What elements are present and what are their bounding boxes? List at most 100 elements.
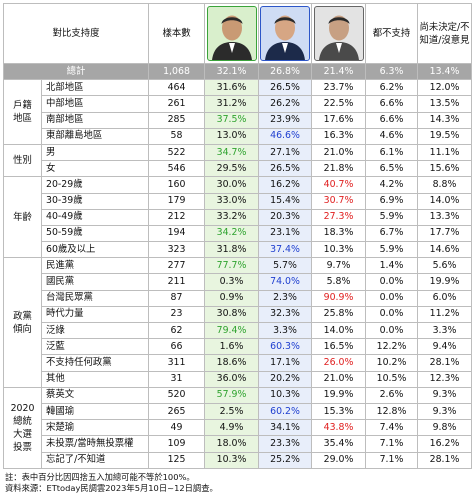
row-value: 36.0% — [204, 370, 260, 388]
row-value: 25.8% — [311, 305, 367, 324]
row-label: 20-29歲 — [40, 176, 150, 194]
header-undecided: 尚未決定/不知道/沒意見 — [417, 3, 473, 64]
row-value: 4.9% — [204, 419, 260, 437]
total-n: 1,068 — [148, 62, 206, 81]
row-value: 77.7% — [204, 257, 260, 275]
portrait-icon — [211, 15, 252, 60]
row-sample: 58 — [148, 127, 206, 145]
row-value: 3.3% — [258, 321, 313, 340]
group-label: 政黨 傾向 — [3, 257, 42, 388]
row-value: 17.6% — [311, 111, 367, 129]
row-value: 22.5% — [311, 95, 367, 113]
row-sample: 194 — [148, 224, 206, 243]
row-label: 中部地區 — [40, 95, 150, 113]
group-label: 年齡 — [3, 176, 42, 259]
row-value: 2.5% — [204, 402, 260, 421]
poll-table: 對比支持度 樣本數 都不支持 尚未決定/不知道/沒意見 總計 1,068 32.… — [2, 3, 473, 469]
portrait-icon — [318, 15, 359, 60]
row-sample: 464 — [148, 79, 206, 97]
table-row: 南部地區 285 37.5% 23.9% 17.6% 6.6% 14.3% — [4, 111, 473, 129]
row-value: 18.3% — [311, 224, 367, 243]
row-value: 20.2% — [258, 370, 313, 388]
total-v3: 6.3% — [365, 62, 419, 81]
table-row: 50-59歲 194 34.2% 23.1% 18.3% 6.7% 17.7% — [4, 224, 473, 243]
footnote-source: 資料來源：ETtoday民調雲2023年5月10日~12日調查。 — [5, 482, 218, 493]
row-value: 19.9% — [417, 273, 473, 291]
row-value: 0.0% — [365, 305, 419, 324]
table-row: 其他 31 36.0% 20.2% 21.0% 10.5% 12.3% — [4, 370, 473, 388]
row-value: 13.5% — [417, 95, 473, 113]
row-sample: 62 — [148, 321, 206, 340]
total-row: 總計 1,068 32.1% 26.8% 21.4% 6.3% 13.4% — [2, 62, 473, 81]
row-label: 時代力量 — [40, 305, 150, 324]
row-value: 10.3% — [258, 386, 313, 404]
row-value: 5.6% — [417, 257, 473, 275]
row-label: 泛綠 — [40, 321, 150, 340]
header-label: 對比支持度 — [2, 3, 150, 64]
row-label: 蔡英文 — [40, 386, 150, 404]
row-value: 26.5% — [258, 79, 313, 97]
row-value: 6.7% — [365, 224, 419, 243]
table-row: 泛綠 62 79.4% 3.3% 14.0% 0.0% 3.3% — [4, 321, 473, 340]
row-label: 60歲及以上 — [40, 241, 150, 259]
row-value: 46.6% — [258, 127, 313, 145]
header-row: 對比支持度 樣本數 都不支持 尚未決定/不知道/沒意見 — [2, 3, 473, 64]
row-value: 26.5% — [258, 160, 313, 178]
row-value: 16.2% — [258, 176, 313, 194]
row-value: 6.0% — [417, 289, 473, 307]
row-value: 1.4% — [365, 257, 419, 275]
row-value: 10.5% — [365, 370, 419, 388]
row-value: 16.3% — [311, 127, 367, 145]
row-label: 泛藍 — [40, 338, 150, 356]
table-row: 性別男 522 34.7% 27.1% 21.0% 6.1% 11.1% — [3, 143, 473, 178]
row-label: 東部離島地區 — [40, 127, 150, 145]
group-label: 戶籍 地區 — [3, 79, 42, 145]
row-value: 12.8% — [365, 402, 419, 421]
row-value: 23.9% — [258, 111, 313, 129]
row-value: 0.0% — [365, 321, 419, 340]
table-row: 40-49歲 212 33.2% 20.3% 27.3% 5.9% 13.3% — [4, 208, 473, 226]
row-value: 35.4% — [311, 435, 367, 453]
row-value: 11.2% — [417, 305, 473, 324]
row-value: 25.2% — [258, 451, 313, 469]
row-label: 其他 — [40, 370, 150, 388]
row-sample: 323 — [148, 241, 206, 259]
row-value: 79.4% — [204, 321, 260, 340]
row-value: 7.4% — [365, 419, 419, 437]
row-value: 21.0% — [311, 370, 367, 388]
candidate-2-photo — [258, 3, 313, 64]
row-value: 14.6% — [417, 241, 473, 259]
row-label: 國民黨 — [40, 273, 150, 291]
row-sample: 66 — [148, 338, 206, 356]
row-value: 2.6% — [365, 386, 419, 404]
row-value: 13.3% — [417, 208, 473, 226]
row-label: 韓國瑜 — [40, 402, 150, 421]
row-sample: 87 — [148, 289, 206, 307]
row-value: 12.2% — [365, 338, 419, 356]
row-label: 男 — [40, 143, 150, 162]
row-sample: 285 — [148, 111, 206, 129]
table-row: 韓國瑜 265 2.5% 60.2% 15.3% 12.8% 9.3% — [4, 402, 473, 421]
row-value: 37.4% — [258, 241, 313, 259]
row-value: 30.7% — [311, 192, 367, 210]
table-row: 2020 總統 大選 投票 蔡英文 520 57.9% 10.3% 19.9% 2.6% 9.3% — [3, 386, 473, 469]
row-value: 10.2% — [365, 354, 419, 372]
row-value: 34.2% — [204, 224, 260, 243]
table-row: 戶籍 地區 北部地區 464 31.6% 26.5% 23.7% 6.2% 12.0% — [3, 79, 473, 145]
row-value: 90.9% — [311, 289, 367, 307]
row-value: 40.7% — [311, 176, 367, 194]
row-value: 23.3% — [258, 435, 313, 453]
row-label: 宋楚瑜 — [40, 419, 150, 437]
row-value: 13.0% — [204, 127, 260, 145]
row-label: 北部地區 — [40, 79, 150, 97]
row-value: 9.7% — [311, 257, 367, 275]
row-sample: 109 — [148, 435, 206, 453]
row-value: 0.0% — [365, 289, 419, 307]
row-value: 14.0% — [417, 192, 473, 210]
row-sample: 179 — [148, 192, 206, 210]
row-value: 9.4% — [417, 338, 473, 356]
row-value: 6.9% — [365, 192, 419, 210]
row-value: 5.7% — [258, 257, 313, 275]
row-value: 6.5% — [365, 160, 419, 178]
row-value: 16.2% — [417, 435, 473, 453]
